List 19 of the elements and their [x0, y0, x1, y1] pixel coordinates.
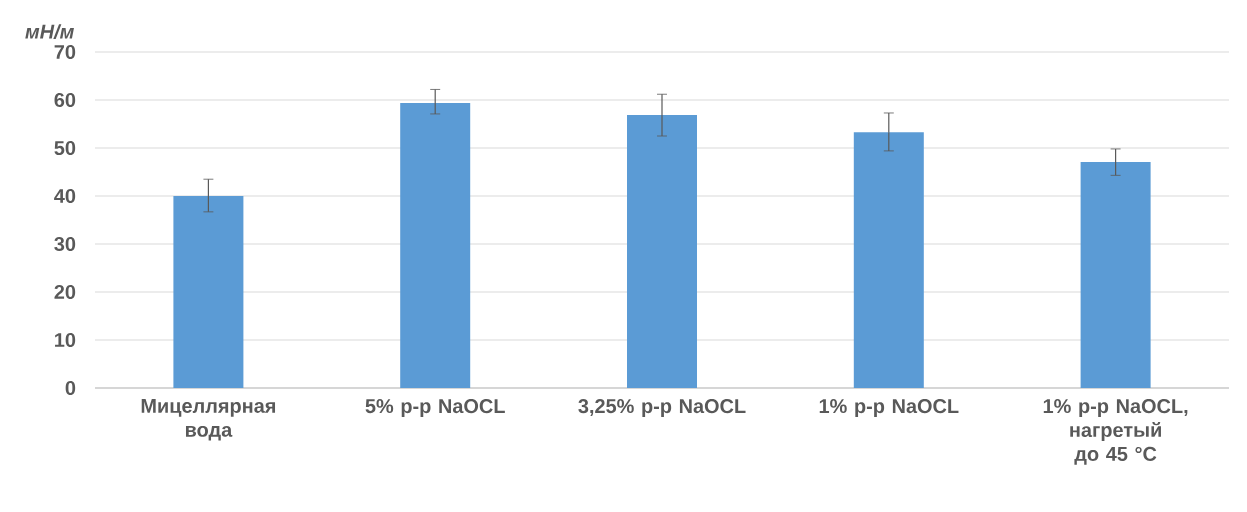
y-axis-title: мН/м — [25, 24, 74, 39]
x-tick-label: Мицеллярная вода — [141, 399, 276, 441]
y-tick-label: 10 — [55, 332, 76, 348]
x-tick-label: 1% р-р NaOCL — [819, 399, 959, 418]
bar — [173, 196, 244, 388]
y-tick-label: 70 — [54, 44, 76, 60]
y-tick-label: 0 — [65, 380, 76, 396]
bar — [400, 102, 471, 388]
bar — [627, 114, 697, 388]
y-tick-label: 50 — [54, 140, 76, 156]
x-tick-label: 3,25% р-р NaOCL — [578, 399, 746, 418]
bar — [1080, 161, 1151, 388]
x-tick-label: 5% р-р NaOCL — [365, 399, 505, 418]
x-tick-label: 1% р-р NaOCL, нагретый до 45 °C — [1043, 399, 1188, 465]
bar — [853, 132, 924, 388]
y-tick-label: 30 — [54, 236, 76, 252]
y-tick-label: 60 — [54, 92, 76, 108]
y-tick-label: 20 — [54, 284, 76, 300]
y-tick-label: 40 — [54, 188, 76, 204]
